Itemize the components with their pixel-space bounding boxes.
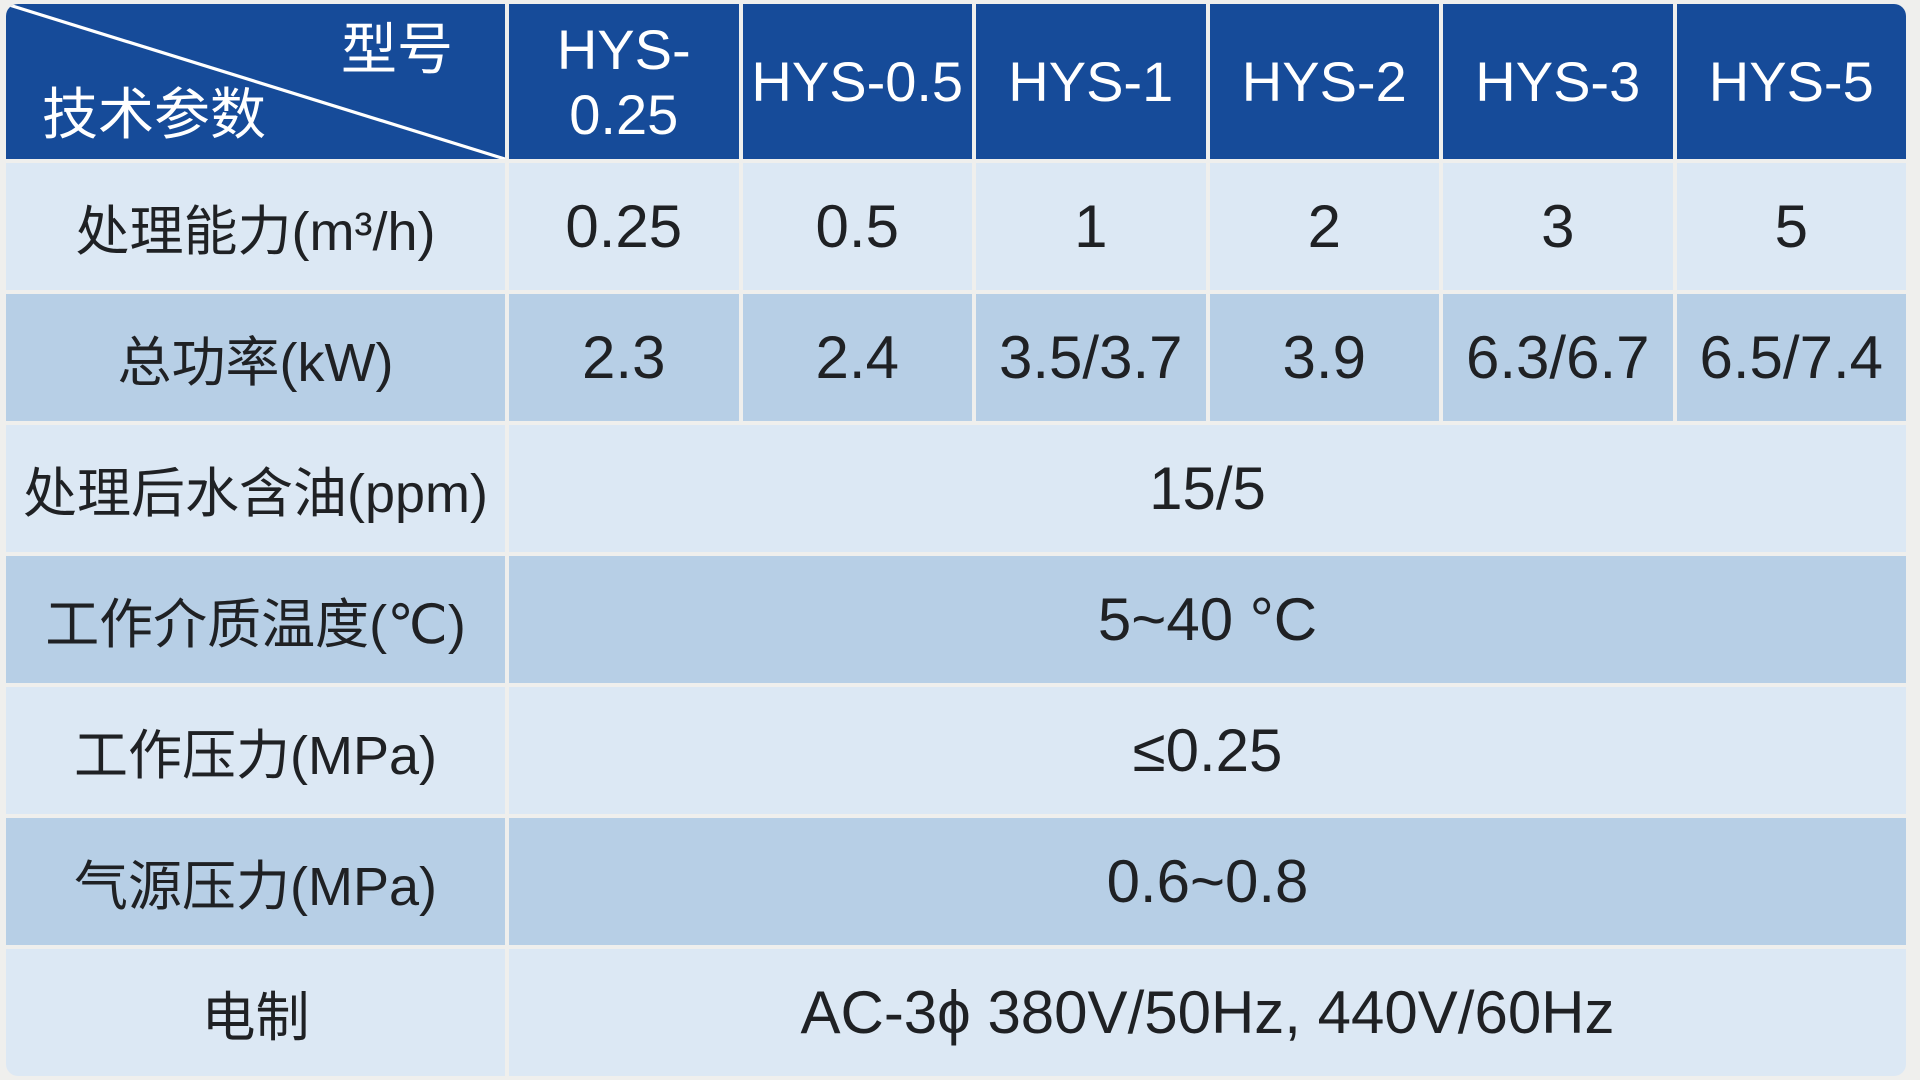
value-cell: 5 bbox=[1676, 163, 1906, 290]
value-cell: 2 bbox=[1209, 163, 1439, 290]
table-row-medium-temperature: 工作介质温度(℃) 5~40 °C bbox=[6, 556, 1906, 683]
merged-value-cell: AC-3ϕ 380V/50Hz, 440V/60Hz bbox=[509, 949, 1906, 1076]
table-row-air-pressure: 气源压力(MPa) 0.6~0.8 bbox=[6, 818, 1906, 945]
column-header: HYS-5 bbox=[1676, 4, 1906, 159]
table-row-total-power: 总功率(kW) 2.3 2.4 3.5/3.7 3.9 6.3/6.7 6.5/… bbox=[6, 294, 1906, 421]
merged-value-cell: ≤0.25 bbox=[509, 687, 1906, 814]
value-cell: 3 bbox=[1443, 163, 1673, 290]
column-header: HYS-0.5 bbox=[742, 4, 972, 159]
table-row-working-pressure: 工作压力(MPa) ≤0.25 bbox=[6, 687, 1906, 814]
row-label: 电制 bbox=[6, 949, 505, 1076]
row-label: 工作压力(MPa) bbox=[6, 687, 505, 814]
corner-label-tech-params: 技术参数 bbox=[42, 83, 266, 146]
table-row-oil-content: 处理后水含油(ppm) 15/5 bbox=[6, 425, 1906, 552]
value-cell: 1 bbox=[976, 163, 1206, 290]
column-header: HYS-1 bbox=[976, 4, 1206, 159]
value-cell: 6.5/7.4 bbox=[1676, 294, 1906, 421]
value-cell: 2.4 bbox=[742, 294, 972, 421]
row-label: 处理后水含油(ppm) bbox=[6, 425, 505, 552]
value-cell: 3.5/3.7 bbox=[976, 294, 1206, 421]
column-header: HYS-3 bbox=[1443, 4, 1673, 159]
merged-value-cell: 5~40 °C bbox=[509, 556, 1906, 683]
table-row-capacity: 处理能力(m³/h) 0.25 0.5 1 2 3 5 bbox=[6, 163, 1906, 290]
value-cell: 0.25 bbox=[509, 163, 739, 290]
row-label: 工作介质温度(℃) bbox=[6, 556, 505, 683]
table-row-electrical-system: 电制 AC-3ϕ 380V/50Hz, 440V/60Hz bbox=[6, 949, 1906, 1076]
header-row: 型号 技术参数 HYS-0.25 HYS-0.5 HYS-1 HYS-2 HYS… bbox=[6, 4, 1906, 159]
column-header: HYS-0.25 bbox=[509, 4, 739, 159]
row-label: 总功率(kW) bbox=[6, 294, 505, 421]
value-cell: 0.5 bbox=[742, 163, 972, 290]
value-cell: 2.3 bbox=[509, 294, 739, 421]
corner-label-model: 型号 bbox=[341, 18, 453, 81]
value-cell: 6.3/6.7 bbox=[1443, 294, 1673, 421]
merged-value-cell: 15/5 bbox=[509, 425, 1906, 552]
merged-value-cell: 0.6~0.8 bbox=[509, 818, 1906, 945]
corner-cell: 型号 技术参数 bbox=[6, 4, 505, 159]
row-label: 气源压力(MPa) bbox=[6, 818, 505, 945]
diagonal-divider-line bbox=[6, 4, 505, 159]
value-cell: 3.9 bbox=[1209, 294, 1439, 421]
row-label: 处理能力(m³/h) bbox=[6, 163, 505, 290]
column-header: HYS-2 bbox=[1209, 4, 1439, 159]
